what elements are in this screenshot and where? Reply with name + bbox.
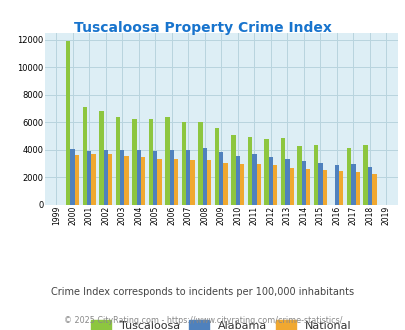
- Bar: [346, 148, 350, 205]
- Bar: [169, 150, 174, 205]
- Legend: Tuscaloosa, Alabama, National: Tuscaloosa, Alabama, National: [87, 316, 354, 330]
- Bar: [301, 161, 305, 205]
- Bar: [272, 165, 277, 205]
- Bar: [230, 135, 235, 205]
- Bar: [362, 145, 367, 205]
- Bar: [367, 167, 371, 205]
- Bar: [317, 163, 322, 205]
- Bar: [165, 117, 169, 205]
- Bar: [70, 149, 75, 205]
- Bar: [115, 117, 120, 205]
- Bar: [219, 152, 223, 205]
- Bar: [153, 151, 157, 205]
- Bar: [280, 138, 284, 205]
- Bar: [82, 107, 87, 205]
- Bar: [296, 146, 301, 205]
- Bar: [223, 163, 227, 205]
- Bar: [66, 41, 70, 205]
- Bar: [91, 154, 96, 205]
- Bar: [235, 156, 239, 205]
- Bar: [252, 154, 256, 205]
- Text: Crime Index corresponds to incidents per 100,000 inhabitants: Crime Index corresponds to incidents per…: [51, 287, 354, 297]
- Bar: [239, 164, 244, 205]
- Bar: [148, 119, 153, 205]
- Bar: [181, 122, 185, 205]
- Bar: [185, 150, 190, 205]
- Bar: [157, 159, 162, 205]
- Bar: [108, 154, 112, 205]
- Bar: [124, 156, 129, 205]
- Bar: [141, 156, 145, 205]
- Bar: [202, 148, 207, 205]
- Bar: [256, 164, 260, 205]
- Bar: [190, 160, 194, 205]
- Bar: [305, 169, 310, 205]
- Bar: [174, 159, 178, 205]
- Bar: [136, 150, 141, 205]
- Bar: [99, 111, 103, 205]
- Bar: [75, 155, 79, 205]
- Text: Tuscaloosa Property Crime Index: Tuscaloosa Property Crime Index: [74, 21, 331, 35]
- Bar: [268, 156, 272, 205]
- Bar: [313, 145, 317, 205]
- Bar: [247, 137, 252, 205]
- Bar: [263, 139, 268, 205]
- Bar: [120, 150, 124, 205]
- Bar: [350, 164, 355, 205]
- Bar: [334, 165, 338, 205]
- Bar: [87, 151, 91, 205]
- Bar: [207, 160, 211, 205]
- Text: © 2025 CityRating.com - https://www.cityrating.com/crime-statistics/: © 2025 CityRating.com - https://www.city…: [64, 315, 341, 325]
- Bar: [322, 170, 326, 205]
- Bar: [103, 150, 108, 205]
- Bar: [355, 172, 359, 205]
- Bar: [214, 128, 219, 205]
- Bar: [371, 174, 375, 205]
- Bar: [338, 171, 343, 205]
- Bar: [289, 168, 293, 205]
- Bar: [198, 122, 202, 205]
- Bar: [284, 159, 289, 205]
- Bar: [132, 119, 136, 205]
